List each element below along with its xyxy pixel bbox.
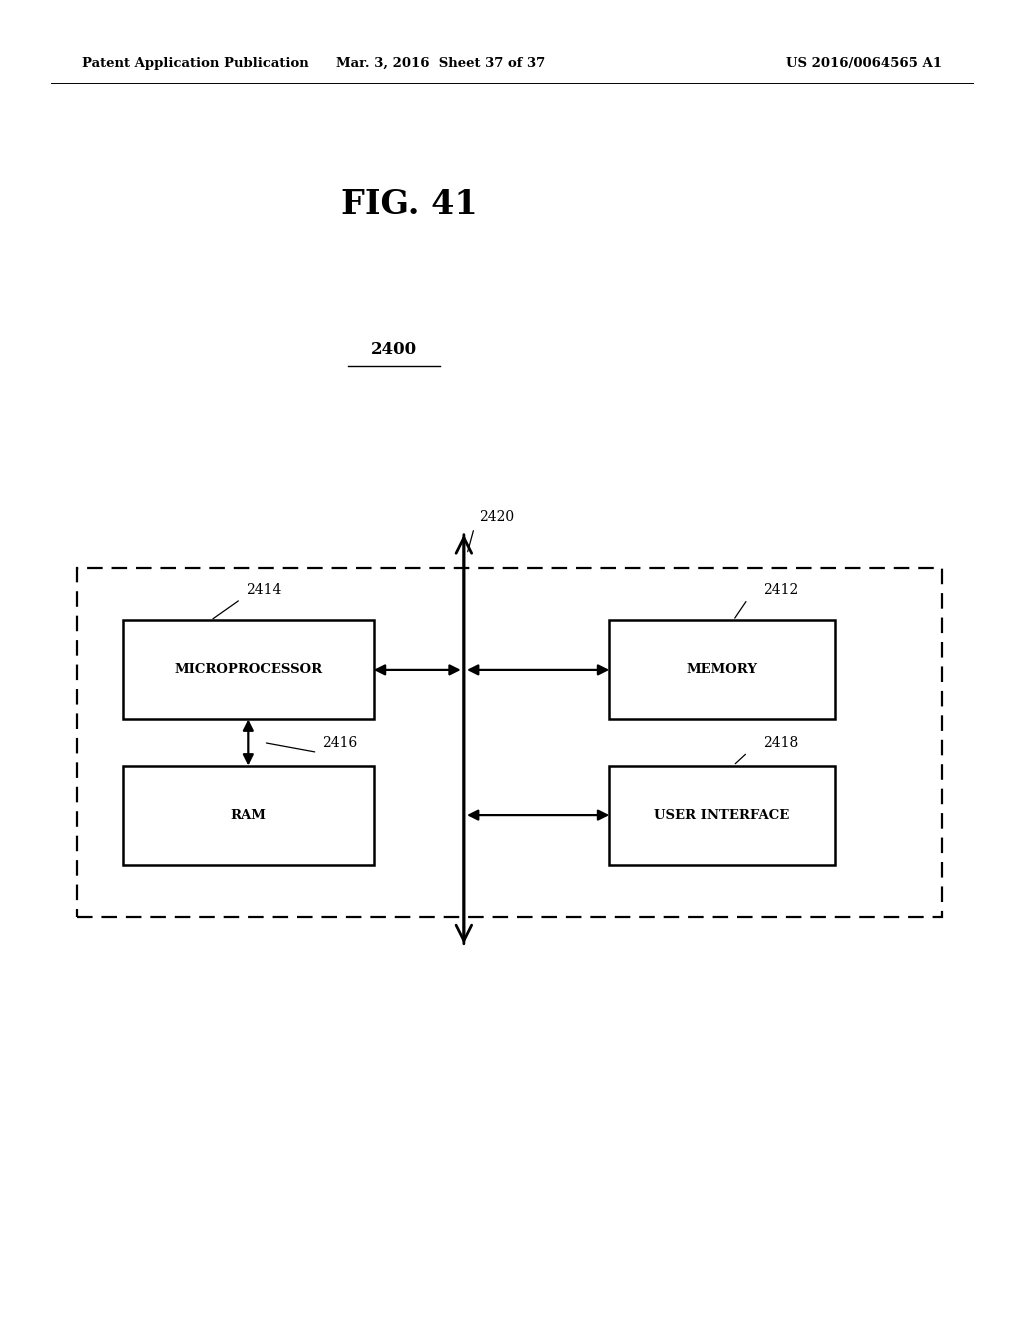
Text: RAM: RAM [230, 809, 266, 821]
Text: 2414: 2414 [246, 582, 282, 597]
Text: MICROPROCESSOR: MICROPROCESSOR [174, 664, 323, 676]
Text: FIG. 41: FIG. 41 [341, 189, 478, 222]
Text: 2416: 2416 [323, 735, 357, 750]
Bar [609, 766, 835, 865]
Bar [77, 568, 942, 917]
Text: 2412: 2412 [763, 582, 798, 597]
Text: MEMORY: MEMORY [686, 664, 758, 676]
Text: 2420: 2420 [479, 510, 514, 524]
Bar [123, 620, 374, 719]
Text: Patent Application Publication: Patent Application Publication [82, 57, 308, 70]
Text: 2400: 2400 [371, 342, 418, 358]
Text: US 2016/0064565 A1: US 2016/0064565 A1 [786, 57, 942, 70]
Text: USER INTERFACE: USER INTERFACE [654, 809, 790, 821]
Bar [609, 620, 835, 719]
Text: Mar. 3, 2016  Sheet 37 of 37: Mar. 3, 2016 Sheet 37 of 37 [336, 57, 545, 70]
Bar [123, 766, 374, 865]
Text: 2418: 2418 [763, 735, 798, 750]
